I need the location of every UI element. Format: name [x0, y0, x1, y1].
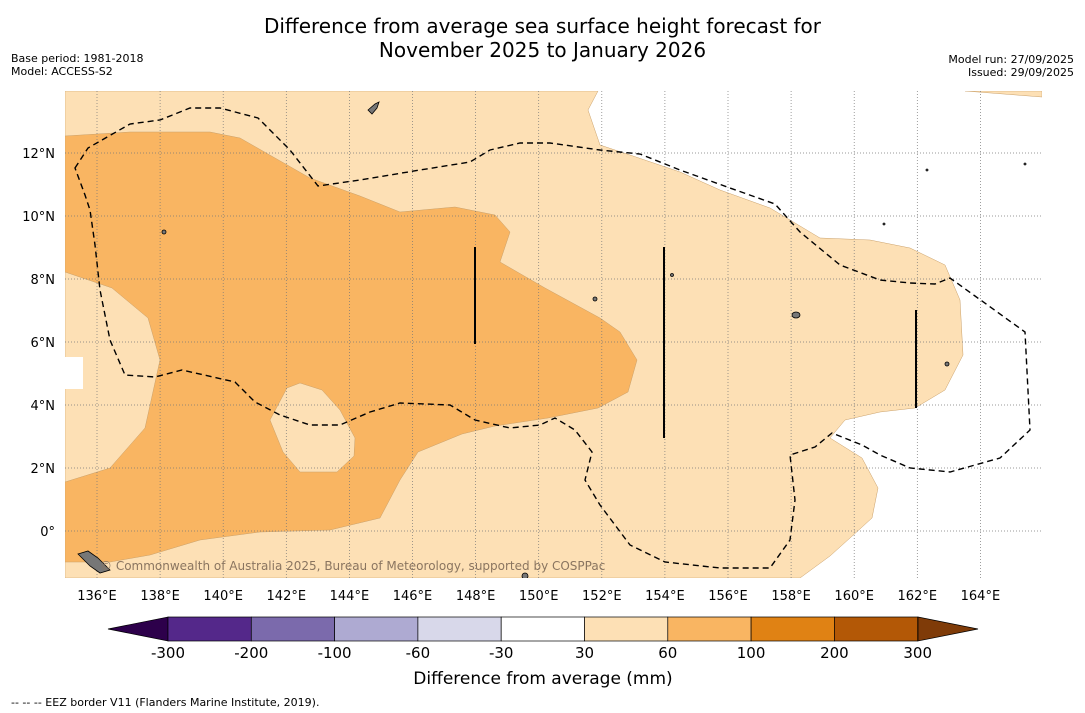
lon-tick-label: 162°E: [898, 589, 938, 604]
lat-tick-label: 8°N: [31, 273, 56, 288]
latitude-labels: 12°N 10°N 8°N 6°N 4°N 2°N 0°: [22, 147, 55, 540]
colorbar-tick-label: -200: [234, 644, 268, 662]
issued-date: Issued: 29/09/2025: [967, 66, 1074, 79]
island: [592, 296, 598, 302]
lon-tick-label: 136°E: [77, 589, 117, 604]
colorbar-tick-label: -30: [489, 644, 514, 662]
colorbar-segment: [667, 616, 752, 642]
lat-tick-label: 12°N: [22, 147, 55, 162]
island: [367, 101, 380, 115]
model-run: Model run: 27/09/2025: [948, 53, 1074, 66]
lat-tick-label: 0°: [40, 525, 55, 540]
lat-tick-label: 2°N: [31, 462, 56, 477]
lat-tick-label: 4°N: [31, 399, 56, 414]
lat-tick-label: 6°N: [31, 336, 56, 351]
watermark: © Commonwealth of Australia 2025, Bureau…: [100, 559, 605, 573]
meta-left: Base period: 1981-2018 Model: ACCESS-S2: [11, 52, 143, 78]
island: [521, 572, 529, 578]
map-area: © Commonwealth of Australia 2025, Bureau…: [65, 91, 1042, 578]
lon-tick-label: 158°E: [771, 589, 811, 604]
colorbar-tick-label: 100: [737, 644, 766, 662]
model-name: Model: ACCESS-S2: [11, 65, 113, 78]
colorbar-tick-label: -60: [406, 644, 431, 662]
contour-60-100: [65, 131, 638, 563]
title-line-2: November 2025 to January 2026: [378, 38, 707, 62]
colorbar-segment: [167, 616, 252, 642]
corner-patch: [964, 91, 1042, 98]
colorbar-under-arrow: [107, 616, 169, 642]
colorbar-segment: [417, 616, 502, 642]
island: [670, 273, 674, 277]
eez-border: [74, 107, 1031, 569]
title-line-1: Difference from average sea surface heig…: [263, 14, 822, 38]
lon-tick-label: 154°E: [645, 589, 685, 604]
lon-tick-label: 156°E: [708, 589, 748, 604]
lon-tick-label: 152°E: [582, 589, 622, 604]
colorbar-segment: [250, 616, 335, 642]
colorbar-segment: [750, 616, 835, 642]
colorbar-segment: [834, 616, 919, 642]
lon-tick-label: 146°E: [393, 589, 433, 604]
island: [791, 311, 801, 319]
colorbar-tick-label: 30: [575, 644, 594, 662]
island: [161, 229, 167, 235]
lon-tick-label: 164°E: [961, 589, 1001, 604]
lon-tick-label: 160°E: [834, 589, 874, 604]
colorbar-ticks: -300 -200 -100 -60 -30 30 60 100 200 300: [151, 644, 932, 662]
lon-tick-label: 148°E: [456, 589, 496, 604]
colorbar-segment: [334, 616, 419, 642]
colorbar-segment: [584, 616, 669, 642]
colorbar-tick-label: 300: [903, 644, 932, 662]
island: [944, 361, 950, 367]
colorbar-tick-label: -300: [151, 644, 185, 662]
longitude-labels: 136°E 138°E 140°E 142°E 144°E 146°E 148°E 150°E…: [77, 589, 1000, 604]
colorbar-tick-label: -100: [318, 644, 352, 662]
lon-tick-label: 144°E: [330, 589, 370, 604]
meta-right: Model run: 27/09/2025 Issued: 29/09/2025: [948, 53, 1074, 79]
lon-tick-label: 138°E: [140, 589, 180, 604]
eez-legend-note: -- -- -- EEZ border V11 (Flanders Marine…: [11, 696, 320, 709]
base-period: Base period: 1981-2018: [11, 52, 144, 65]
colorbar-segment: [500, 616, 585, 642]
lat-tick-label: 10°N: [22, 210, 55, 225]
contour-patch: [269, 382, 356, 473]
island: [1023, 162, 1027, 166]
islands: [77, 101, 1027, 578]
lon-tick-label: 140°E: [203, 589, 243, 604]
colorbar-over-arrow: [917, 616, 979, 642]
map-title: Difference from average sea surface heig…: [0, 14, 1085, 62]
gridlines: [65, 91, 1042, 578]
colorbar: -300 -200 -100 -60 -30 30 60 100 200 300 Differen…: [107, 616, 979, 689]
lon-tick-label: 142°E: [267, 589, 307, 604]
colorbar-title: Difference from average (mm): [413, 669, 672, 689]
colorbar-tick-label: 200: [820, 644, 849, 662]
island: [77, 550, 111, 574]
island: [882, 222, 886, 226]
colorbar-segments: [167, 616, 919, 642]
island: [925, 168, 929, 172]
coast-gap: [65, 357, 83, 389]
colorbar-tick-label: 60: [658, 644, 677, 662]
lon-tick-label: 150°E: [519, 589, 559, 604]
